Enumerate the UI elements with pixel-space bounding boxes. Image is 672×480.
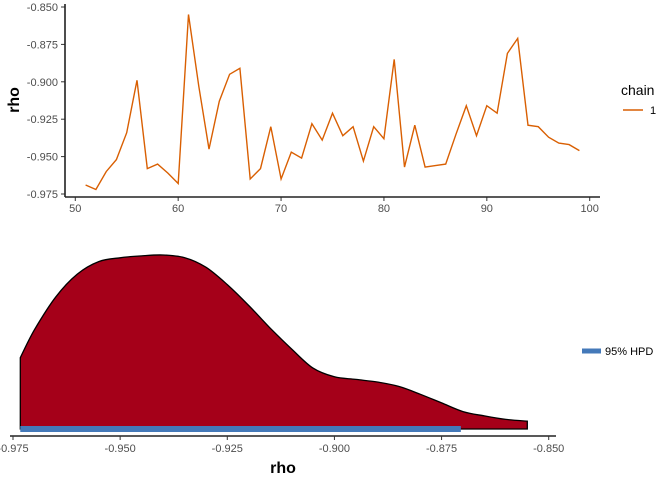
trace-y-axis-title: rho <box>6 87 23 113</box>
density-x-tick-label: -0.975 <box>0 443 29 455</box>
density-legend: 95% HPD <box>582 346 653 358</box>
hpd-legend-label: 95% HPD <box>605 346 653 358</box>
trace-legend: chain 1 <box>621 82 656 117</box>
trace-x-tick-label: 50 <box>69 203 81 215</box>
trace-y-tick-label: -0.875 <box>27 39 58 51</box>
trace-y-tick-label: -0.925 <box>27 114 58 126</box>
trace-plot: 50 60 70 80 90 100 -0.850 -0.875 -0.900 -0.925 -0.… <box>6 2 656 215</box>
trace-x-tick-label: 90 <box>481 203 493 215</box>
density-x-tick-label: -0.875 <box>426 443 457 455</box>
trace-y-tick-label: -0.900 <box>27 77 58 89</box>
density-axes: -0.975 -0.950 -0.925 -0.900 -0.875 -0.850 <box>0 436 564 455</box>
density-plot: -0.975 -0.950 -0.925 -0.900 -0.875 -0.850 rho… <box>0 254 653 477</box>
density-x-axis-title: rho <box>270 460 296 477</box>
density-x-tick-label: -0.900 <box>319 443 350 455</box>
density-area <box>19 254 528 430</box>
density-x-tick-label: -0.925 <box>212 443 243 455</box>
density-x-tick-label: -0.850 <box>533 443 564 455</box>
density-x-tick-label: -0.950 <box>105 443 136 455</box>
trace-y-tick-label: -0.850 <box>27 2 58 14</box>
trace-line-chain-1 <box>85 14 580 191</box>
trace-legend-label: 1 <box>650 105 656 117</box>
trace-x-tick-label: 70 <box>275 203 287 215</box>
trace-legend-title: chain <box>621 82 654 98</box>
trace-y-tick-label: -0.975 <box>27 189 58 201</box>
trace-x-tick-label: 100 <box>581 203 599 215</box>
trace-x-tick-label: 80 <box>378 203 390 215</box>
trace-axes: 50 60 70 80 90 100 -0.850 -0.875 -0.900 -0.925 -0.… <box>27 2 599 215</box>
trace-x-tick-label: 60 <box>172 203 184 215</box>
trace-y-tick-label: -0.950 <box>27 152 58 164</box>
